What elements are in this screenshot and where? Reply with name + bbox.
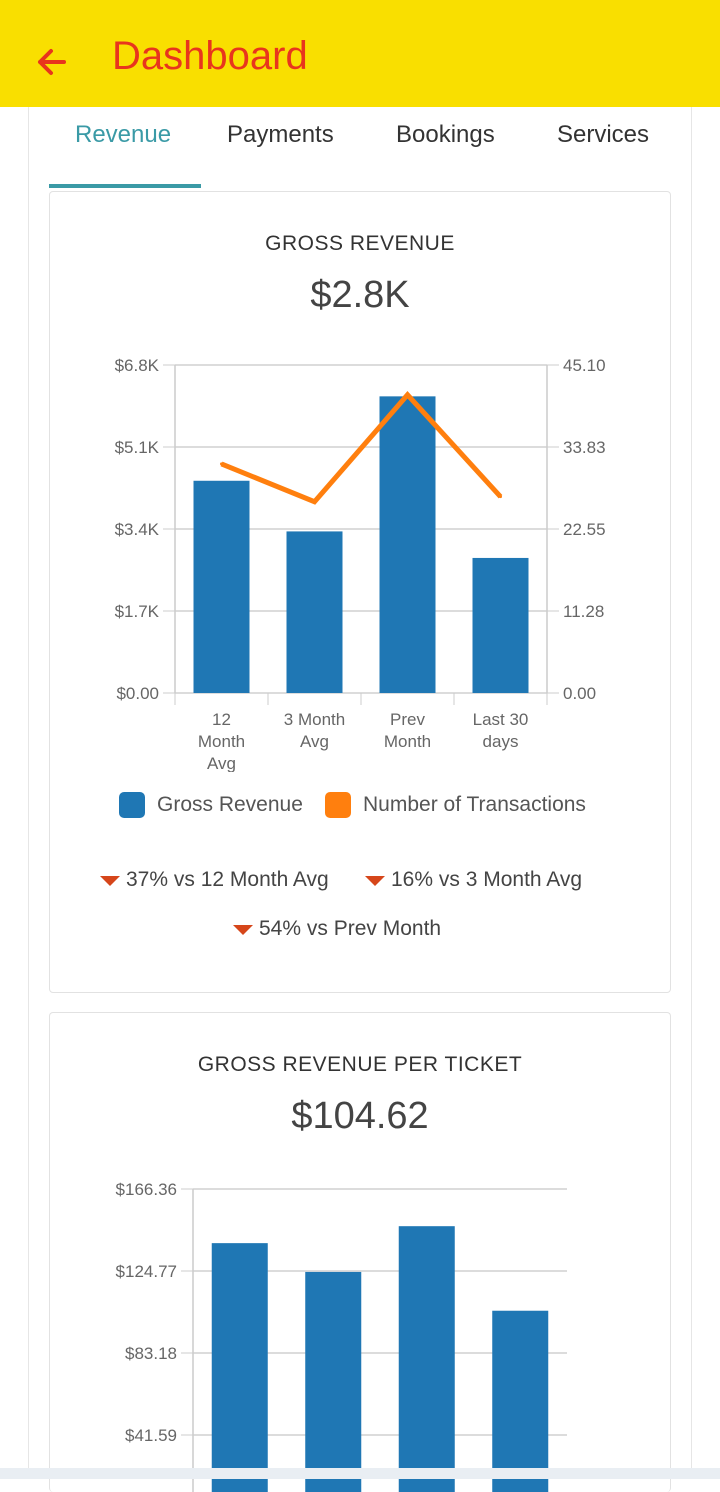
gross-revenue-card: GROSS REVENUE $2.8K $0.00 $1.7K $3.4K $5.1K…: [49, 191, 671, 993]
system-bottom-bar: [0, 1468, 720, 1479]
card-title: GROSS REVENUE: [265, 232, 455, 255]
y-tick-label: $0.00: [116, 684, 159, 703]
comparison-text: 54% vs Prev Month: [259, 917, 442, 940]
tab-bar: Revenue Payments Bookings Services: [49, 107, 691, 191]
line-point: [499, 495, 502, 499]
comparison-3-month: 16% vs 3 Month Avg: [365, 868, 582, 892]
x-tick-label: Last 30: [473, 710, 529, 729]
tab-payments[interactable]: Payments: [227, 121, 334, 148]
down-triangle-icon: [365, 876, 385, 886]
bar: [305, 1271, 362, 1492]
back-arrow-icon[interactable]: [30, 40, 74, 84]
bar: [193, 480, 250, 693]
x-tick-label: days: [483, 732, 519, 751]
y-tick-label: $166.36: [116, 1180, 177, 1199]
bar: [379, 396, 436, 693]
y2-tick-label: 0.00: [563, 684, 596, 703]
card-value: $2.8K: [310, 274, 410, 316]
tab-revenue[interactable]: Revenue: [75, 121, 172, 148]
card-title: GROSS REVENUE PER TICKET: [197, 1053, 523, 1076]
legend-swatch: [325, 792, 351, 818]
legend-gross-revenue[interactable]: Gross Revenue: [119, 789, 303, 821]
x-tick-label: 3 Month: [284, 710, 345, 729]
gross-revenue-chart: $0.00 $1.7K $3.4K $5.1K $6.8K 0.00 11.28 22.55 3…: [115, 356, 606, 772]
y-tick-label: $124.77: [116, 1262, 177, 1281]
y-tick-label: $6.8K: [115, 356, 160, 375]
bar: [492, 1310, 549, 1492]
y-tick-label: $83.18: [125, 1344, 177, 1363]
x-tick-label: Avg: [207, 754, 236, 772]
down-triangle-icon: [100, 876, 120, 886]
comparison-12-month: 37% vs 12 Month Avg: [100, 868, 329, 892]
transactions-line: [220, 391, 503, 505]
x-tick-label: Avg: [300, 732, 329, 751]
legend-transactions[interactable]: Number of Transactions: [325, 789, 586, 821]
y-tick-label: $3.4K: [115, 520, 160, 539]
y2-tick-label: 11.28: [563, 602, 604, 621]
line-point: [313, 500, 316, 504]
tab-services[interactable]: Services: [557, 121, 650, 148]
legend-swatch: [119, 792, 145, 818]
dashboard-content[interactable]: Revenue Payments Bookings Services GROSS…: [28, 107, 692, 1492]
bar: [211, 1243, 268, 1492]
bar: [398, 1226, 455, 1492]
x-tick-label: Month: [198, 732, 245, 751]
y-tick-label: $41.59: [125, 1426, 177, 1445]
chart-legend: Gross Revenue Number of Transactions: [50, 789, 670, 821]
y2-tick-label: 33.83: [563, 438, 606, 457]
down-triangle-icon: [233, 925, 253, 935]
revenue-per-ticket-chart: $41.59 $83.18 $124.77 $166.36: [116, 1180, 567, 1492]
x-tick-label: Month: [384, 732, 431, 751]
x-tick-label: 12: [212, 710, 231, 729]
y-tick-label: $5.1K: [115, 438, 160, 457]
revenue-per-ticket-card: GROSS REVENUE PER TICKET $104.62 $41.59 $…: [49, 1012, 671, 1492]
page-title: Dashboard: [112, 34, 308, 78]
comparison-text: 16% vs 3 Month Avg: [391, 868, 583, 891]
line-point: [406, 393, 409, 397]
card-value: $104.62: [291, 1095, 429, 1137]
bar: [286, 531, 343, 693]
active-tab-indicator: [49, 184, 201, 188]
y2-tick-label: 22.55: [563, 520, 606, 539]
x-tick-label: Prev: [390, 710, 425, 729]
y-tick-label: $1.7K: [115, 602, 160, 621]
line-point: [220, 462, 223, 466]
y2-tick-label: 45.10: [563, 356, 606, 375]
legend-label: Gross Revenue: [157, 793, 303, 816]
app-bar: Dashboard: [0, 0, 720, 107]
comparison-text: 37% vs 12 Month Avg: [126, 868, 329, 891]
bar: [472, 557, 529, 693]
tab-bookings[interactable]: Bookings: [396, 121, 495, 148]
legend-label: Number of Transactions: [363, 793, 586, 816]
comparison-prev-month: 54% vs Prev Month: [233, 917, 441, 941]
